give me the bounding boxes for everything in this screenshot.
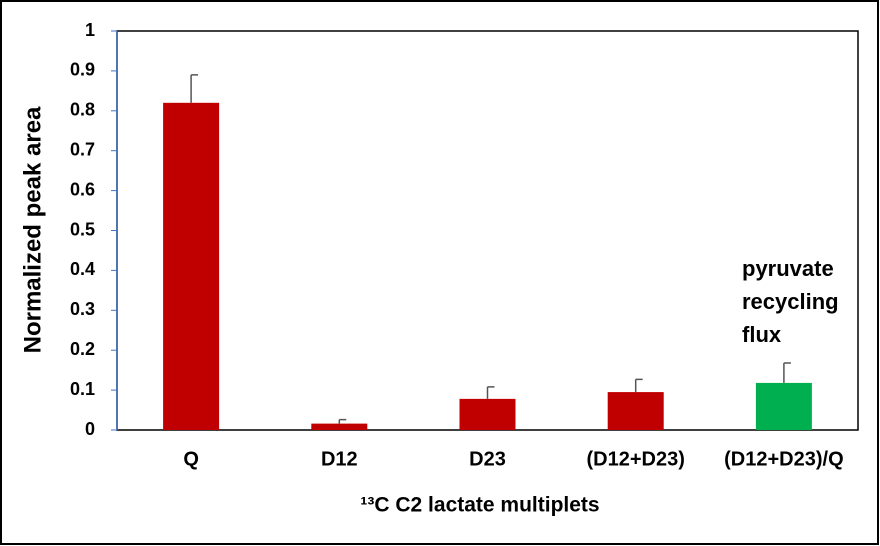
x-tick-label: Q: [183, 448, 199, 470]
error-bar: [783, 362, 791, 383]
annotation: flux: [742, 322, 782, 347]
x-tick-label: D12: [321, 448, 358, 470]
y-axis-label: Normalized peak area: [19, 106, 46, 353]
error-bar: [190, 74, 199, 103]
y-tick-label: 0.5: [70, 219, 95, 239]
y-tick-label: 0.9: [70, 60, 95, 80]
error-bar: [486, 386, 495, 399]
x-axis-label: ¹³C C2 lactate multiplets: [360, 494, 599, 517]
y-tick-label: 0.7: [70, 139, 95, 159]
bar: [755, 382, 812, 430]
y-tick-label: 1: [85, 20, 95, 40]
annotation: recycling: [742, 289, 839, 314]
bar: [607, 392, 664, 430]
error-bar: [634, 378, 643, 393]
y-tick-label: 0.6: [70, 179, 95, 199]
y-tick-label: 0.4: [70, 259, 95, 279]
x-tick-label: (D12+D23)/Q: [724, 448, 844, 470]
bar: [163, 102, 220, 430]
y-tick-label: 0.3: [70, 299, 95, 319]
y-tick-label: 0.1: [70, 379, 95, 399]
y-tick-label: 0.8: [70, 100, 95, 120]
bar: [459, 398, 516, 430]
y-tick-label: 0: [85, 419, 95, 439]
x-tick-label: (D12+D23): [587, 448, 685, 470]
x-tick-label: D23: [469, 448, 506, 470]
error-bar: [338, 418, 347, 424]
annotation: pyruvate: [742, 256, 834, 281]
y-tick-label: 0.2: [70, 339, 95, 359]
bar: [311, 423, 368, 430]
